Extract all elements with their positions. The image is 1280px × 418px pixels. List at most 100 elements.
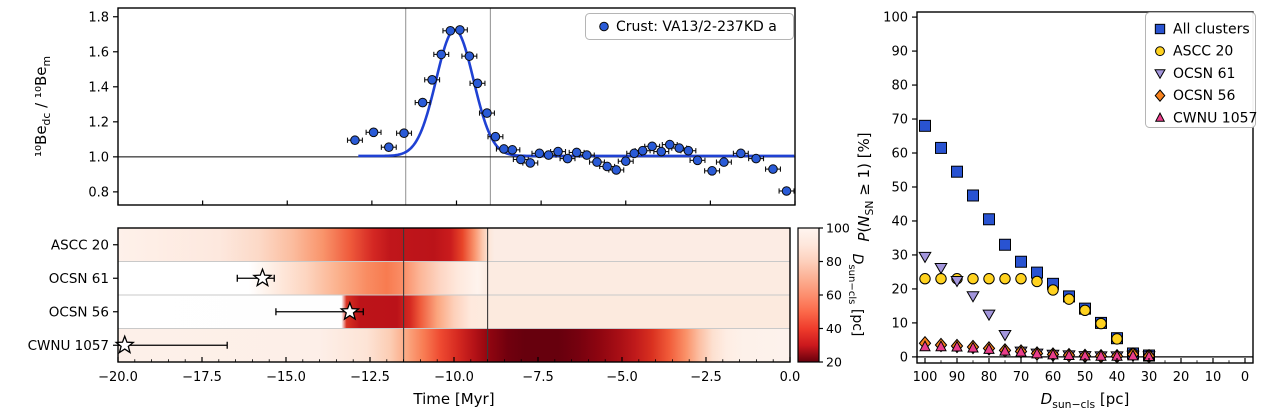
fit-curve — [358, 28, 795, 158]
data-point — [350, 135, 360, 146]
data-point — [445, 25, 456, 36]
x-tick-label: 20 — [1173, 370, 1190, 385]
y-tick-label: 1.2 — [88, 115, 109, 130]
data-point — [664, 139, 675, 150]
data-point — [499, 144, 509, 154]
row-label-ascc-20: ASCC 20 — [51, 237, 109, 253]
x-tick-label: −10.0 — [434, 370, 474, 385]
colorbar-tick-label: 100 — [826, 221, 850, 236]
data-point — [562, 153, 573, 164]
x-tick-label: 10 — [1205, 370, 1222, 385]
x-tick-label: 100 — [913, 370, 938, 385]
data-point — [384, 142, 394, 153]
y-tick-label: 30 — [891, 248, 908, 263]
y-tick-label: 50 — [891, 180, 908, 195]
data-point — [656, 146, 667, 157]
data-point — [637, 145, 648, 156]
y-tick-label: 1.6 — [88, 45, 109, 60]
x-tick-label: 0.0 — [780, 370, 801, 385]
x-tick-label: −7.5 — [522, 370, 554, 385]
colorbar-tick-label: 40 — [826, 321, 842, 336]
y-tick-label: 70 — [891, 113, 908, 128]
be10-panel: 0.8 1.0 1.2 1.4 1.6 1.8 ¹⁰Bedc / ¹⁰Bem — [32, 7, 796, 206]
row-label-ocsn-61: OCSN 61 — [49, 271, 109, 287]
colorbar-tick-label: 20 — [826, 355, 842, 370]
time-axis-label: Time [Myr] — [412, 390, 494, 408]
legend-label-cwnu-1057: CWNU 1057 — [1173, 110, 1257, 126]
data-point — [582, 150, 592, 160]
y-tick-label: 1.8 — [88, 10, 109, 25]
data-point — [719, 157, 729, 167]
row-label-ocsn-56: OCSN 56 — [49, 304, 109, 320]
x-tick-label: 50 — [1077, 370, 1094, 385]
y-tick-label: 80 — [891, 79, 908, 94]
data-point — [534, 148, 545, 159]
data-point — [592, 157, 602, 167]
data-point — [427, 74, 437, 85]
data-point — [611, 165, 622, 175]
x-tick-label: −15.0 — [266, 370, 306, 385]
y-tick-label: 10 — [891, 316, 908, 331]
data-point — [368, 127, 379, 138]
legend-label: Crust: VA13/2-237KD a — [616, 19, 777, 35]
data-point — [571, 147, 582, 158]
data-point — [482, 108, 492, 118]
data-point — [751, 153, 761, 164]
data-point — [543, 150, 554, 160]
x-tick-label: −12.5 — [350, 370, 390, 385]
x-tick-label: 80 — [981, 370, 998, 385]
distance-axis-label: Dsun−cls [pc] — [1041, 390, 1130, 411]
heatmap-row-ocsn-56 — [118, 295, 790, 329]
data-point — [683, 145, 694, 156]
sn-legend: All clusters ASCC 20 OCSN 61 OCSN 56 CWNU 10… — [1145, 12, 1257, 128]
x-tick-label: −17.5 — [182, 370, 222, 385]
x-tick-label: 30 — [1141, 370, 1158, 385]
data-point — [417, 97, 428, 108]
x-tick-label: −20.0 — [98, 370, 138, 385]
heatmap-row-ocsn-61 — [118, 261, 790, 295]
y-tick-label: 60 — [891, 147, 908, 162]
data-point — [629, 148, 640, 159]
data-point — [707, 166, 717, 176]
data-point — [472, 78, 483, 89]
heatmap-row-ascc-20 — [118, 228, 790, 262]
data-point — [674, 143, 685, 153]
y-tick-label: 0.8 — [88, 185, 109, 200]
y-tick-label: 100 — [883, 11, 908, 26]
heatmap-panel: −20.0 −17.5 −15.0 −12.5 −10.0 −7.5 −5.0 −2.5 0.0… — [28, 227, 801, 408]
y-tick-label: 1.0 — [88, 150, 109, 165]
data-point — [525, 158, 536, 168]
data-point — [620, 156, 631, 167]
legend-label-ocsn-61: OCSN 61 — [1173, 66, 1235, 82]
x-tick-label: 90 — [949, 370, 966, 385]
colorbar-tick-label: 60 — [826, 288, 842, 303]
x-tick-label: 60 — [1045, 370, 1062, 385]
cluster-birth-star — [339, 300, 361, 321]
data-point — [455, 25, 465, 35]
legend-label-all-clusters: All clusters — [1173, 22, 1250, 38]
legend-label-ascc-20: ASCC 20 — [1173, 44, 1233, 60]
be10-legend: Crust: VA13/2-237KD a — [585, 13, 794, 40]
data-point — [647, 141, 657, 152]
data-point — [692, 155, 703, 166]
x-tick-label: 70 — [1013, 370, 1030, 385]
colorbar-tick-label: 80 — [826, 254, 842, 269]
legend-marker — [599, 21, 609, 32]
legend-label-ocsn-56: OCSN 56 — [1173, 88, 1236, 104]
data-point — [736, 148, 746, 159]
x-tick-label: 0 — [1241, 370, 1249, 385]
x-tick-label: −2.5 — [690, 370, 722, 385]
colorbar: 20 40 60 80 100 Dsun−cls [pc] — [797, 221, 865, 370]
data-point — [490, 131, 501, 142]
heatmap-row-cwnu-1057 — [118, 328, 790, 362]
data-point — [399, 128, 409, 139]
data-point — [464, 51, 475, 61]
y-tick-label: 90 — [891, 45, 908, 60]
data-point — [436, 49, 447, 60]
data-point — [602, 161, 612, 172]
be10-ylabel: ¹⁰Bedc / ¹⁰Bem — [32, 56, 53, 157]
y-tick-label: 40 — [891, 214, 908, 229]
data-point — [781, 186, 792, 196]
